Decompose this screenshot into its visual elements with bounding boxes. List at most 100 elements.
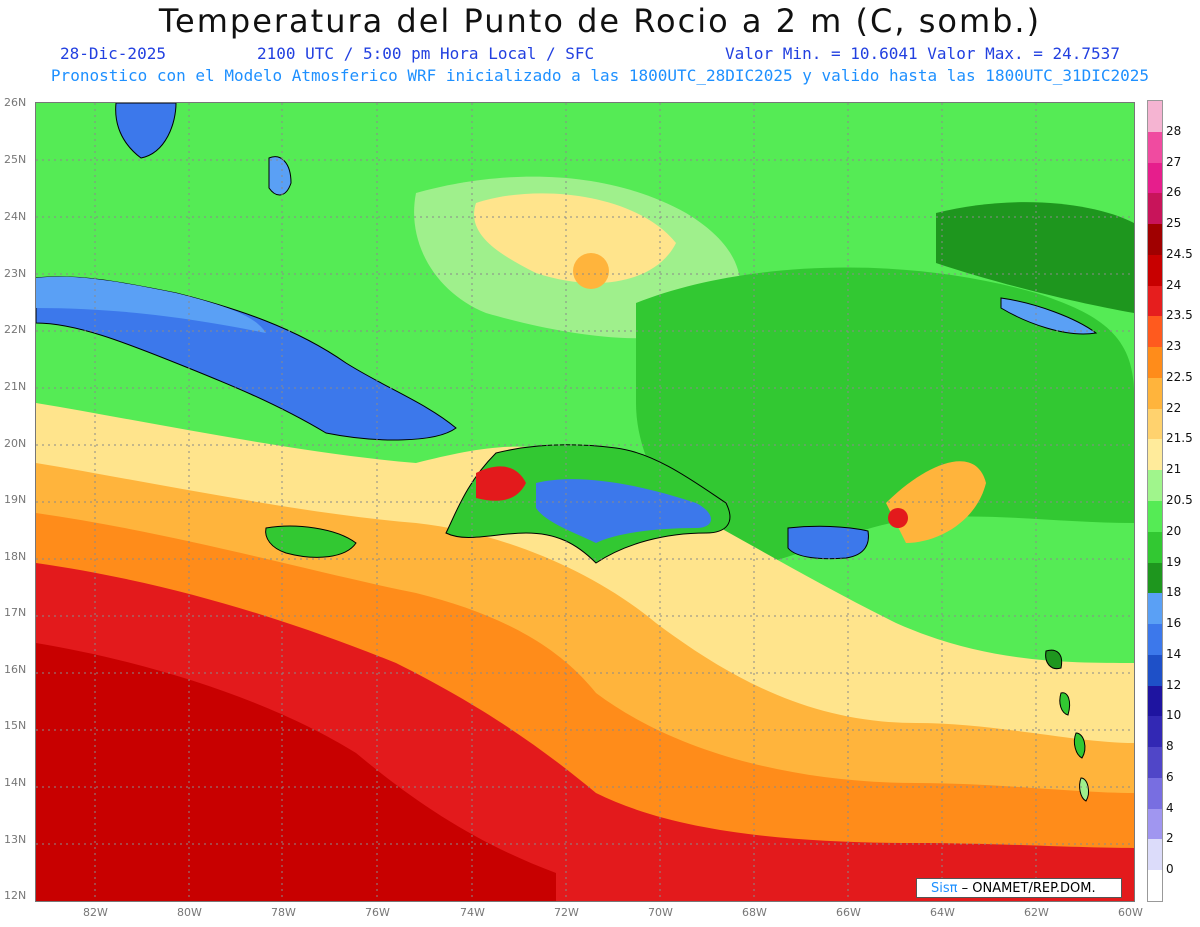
field-dark-red-band: [36, 643, 556, 901]
colorbar-segment: [1148, 501, 1162, 533]
colorbar-segment: [1148, 562, 1162, 595]
island-cuba: [36, 276, 457, 441]
colorbar-segment: [1148, 439, 1162, 472]
colorbar-label: 25: [1166, 216, 1182, 231]
colorbar-segment: [1148, 777, 1162, 810]
dewpoint-field-map: [36, 103, 1134, 901]
field-orange-spot-north: [573, 253, 609, 289]
field-yellow-north: [474, 193, 676, 283]
lon-label: 70W: [648, 906, 673, 919]
colorbar-segment: [1148, 654, 1162, 687]
colorbar-segment: [1148, 870, 1162, 901]
lat-label: 26N: [4, 96, 27, 109]
lat-label: 25N: [4, 153, 27, 166]
lon-label: 78W: [271, 906, 296, 919]
credit-text: – ONAMET/REP.DOM.: [957, 881, 1096, 896]
island-martinique: [1073, 732, 1086, 759]
credit-box: Sisπ – ONAMET/REP.DOM.: [916, 878, 1122, 898]
colorbar-label: 28: [1166, 123, 1182, 138]
credit-brand: Sisπ: [931, 881, 958, 896]
lat-label: 13N: [4, 833, 27, 846]
island-guadeloupe: [1045, 649, 1063, 670]
map-panel[interactable]: [35, 102, 1135, 902]
colorbar-segment: [1148, 316, 1162, 349]
colorbar: [1147, 100, 1163, 902]
island-bahamas-andros: [268, 156, 292, 196]
island-dominica: [1059, 692, 1071, 716]
lon-label: 62W: [1024, 906, 1049, 919]
field-red-spot-pr: [888, 508, 908, 528]
lat-label: 19N: [4, 493, 27, 506]
field-dark-green-ne: [936, 202, 1134, 313]
colorbar-label: 20.5: [1166, 493, 1193, 507]
colorbar-segment: [1148, 377, 1162, 410]
colorbar-label: 23: [1166, 339, 1182, 354]
colorbar-label: 21.5: [1166, 431, 1193, 446]
lon-label: 82W: [83, 906, 108, 919]
lat-label: 14N: [4, 776, 27, 789]
lat-label: 17N: [4, 606, 27, 619]
colorbar-label: 27: [1166, 154, 1182, 169]
colorbar-segment: [1148, 470, 1162, 502]
colorbar-label: 19: [1166, 554, 1182, 569]
colorbar-segment: [1148, 101, 1162, 133]
colorbar-label: 2: [1166, 831, 1174, 846]
colorbar-label: 21: [1166, 462, 1182, 477]
lon-label: 60W: [1118, 906, 1143, 919]
colorbar-label: 14: [1166, 646, 1182, 661]
forecast-time: 2100 UTC / 5:00 pm Hora Local / SFC: [257, 44, 595, 63]
island-hispaniola-core: [536, 479, 711, 543]
lon-label: 66W: [836, 906, 861, 919]
colorbar-segment: [1148, 285, 1162, 318]
florida: [115, 103, 177, 159]
colorbar-label: 4: [1166, 800, 1174, 815]
colorbar-segment: [1148, 593, 1162, 626]
colorbar-segment: [1148, 747, 1162, 779]
colorbar-segment: [1148, 347, 1162, 379]
colorbar-segment: [1148, 808, 1162, 841]
lat-label: 18N: [4, 550, 27, 563]
field-mid-green-east: [636, 267, 1134, 566]
island-puerto-rico: [787, 525, 869, 560]
lat-label: 22N: [4, 323, 27, 336]
colorbar-segment: [1148, 131, 1162, 164]
colorbar-segment: [1148, 839, 1162, 872]
lon-label: 80W: [177, 906, 202, 919]
lat-label: 23N: [4, 267, 27, 280]
colorbar-label: 8: [1166, 739, 1174, 754]
colorbar-segment: [1148, 716, 1162, 749]
lon-label: 68W: [742, 906, 767, 919]
lat-label: 12N: [4, 889, 27, 902]
colorbar-label: 18: [1166, 585, 1182, 600]
island-jamaica: [265, 525, 357, 558]
colorbar-label: 20: [1166, 523, 1182, 538]
colorbar-segment: [1148, 162, 1162, 195]
colorbar-segment: [1148, 624, 1162, 656]
lat-label: 21N: [4, 380, 27, 393]
forecast-date: 28-Dic-2025: [60, 44, 166, 63]
colorbar-label: 16: [1166, 616, 1182, 631]
lon-label: 64W: [930, 906, 955, 919]
colorbar-label: 26: [1166, 185, 1182, 200]
lon-label: 76W: [365, 906, 390, 919]
lon-label: 74W: [460, 906, 485, 919]
island-cuba-edge: [36, 276, 266, 333]
lat-label: 24N: [4, 210, 27, 223]
lat-label: 16N: [4, 663, 27, 676]
island-st-lucia: [1079, 777, 1089, 802]
colorbar-segment: [1148, 224, 1162, 256]
field-red-haiti: [476, 466, 526, 501]
map-title: Temperatura del Punto de Rocio a 2 m (C,…: [158, 2, 1042, 40]
colorbar-label: 12: [1166, 677, 1182, 692]
colorbar-segment: [1148, 685, 1162, 718]
graticule: [36, 103, 1134, 901]
island-east-bank: [1000, 297, 1098, 335]
colorbar-label: 6: [1166, 769, 1174, 784]
colorbar-label: 22: [1166, 400, 1182, 415]
colorbar-label: 22.5: [1166, 369, 1193, 384]
colorbar-label: 23.5: [1166, 308, 1193, 323]
colorbar-segment: [1148, 531, 1162, 564]
lat-label: 20N: [4, 437, 27, 450]
lon-label: 72W: [554, 906, 579, 919]
colorbar-label: 24: [1166, 277, 1182, 292]
